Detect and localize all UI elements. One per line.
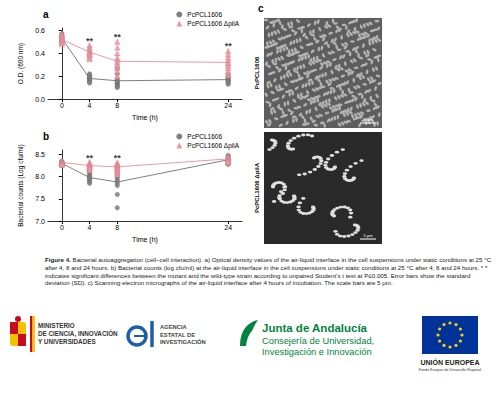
svg-text:8: 8 (115, 102, 119, 109)
html-text:Figure 4. Bacterial autoaggreg: Figure 4. Bacterial autoaggregation (cel… (45, 256, 492, 287)
svg-text:8: 8 (115, 224, 119, 231)
svg-text:7.0: 7.0 (35, 218, 45, 225)
svg-text:8.0: 8.0 (35, 173, 45, 180)
svg-text:PcPCL1606 ΔpilA: PcPCL1606 ΔpilA (187, 142, 239, 150)
svg-text:PcPCL1606 ΔpilA: PcPCL1606 ΔpilA (187, 20, 239, 28)
svg-text:5 μm: 5 μm (364, 117, 374, 122)
svg-text:4: 4 (88, 102, 92, 109)
svg-text:O.D. (600 nm): O.D. (600 nm) (17, 43, 25, 84)
svg-text:0.0: 0.0 (35, 96, 45, 103)
svg-text:**: ** (86, 153, 94, 163)
svg-text:24: 24 (224, 102, 232, 109)
svg-text:Y UNIVERSIDADES: Y UNIVERSIDADES (38, 338, 96, 345)
svg-text:0: 0 (60, 224, 64, 231)
svg-text:**: ** (114, 32, 122, 42)
svg-text:Consejería de Universidad,: Consejería de Universidad, (262, 336, 374, 346)
svg-text:AGENCIA: AGENCIA (160, 324, 188, 330)
svg-text:0: 0 (60, 102, 64, 109)
svg-text:4: 4 (88, 224, 92, 231)
svg-text:MINISTERIO: MINISTERIO (38, 322, 75, 329)
svg-text:DE CIENCIA, INNOVACIÓN: DE CIENCIA, INNOVACIÓN (38, 329, 118, 338)
svg-text:b: b (43, 131, 49, 142)
svg-text:8.5: 8.5 (35, 151, 45, 158)
svg-text:UNIÓN EUROPEA: UNIÓN EUROPEA (420, 358, 479, 366)
svg-text:0.6: 0.6 (35, 27, 45, 34)
svg-text:0.2: 0.2 (35, 73, 45, 80)
svg-text:Time (h): Time (h) (132, 114, 158, 122)
svg-text:PcPCL1606 ΔpilA: PcPCL1606 ΔpilA (254, 162, 260, 213)
svg-text:c: c (258, 3, 264, 14)
svg-text:INVESTIGACIÓN: INVESTIGACIÓN (160, 338, 206, 345)
svg-text:PcPCL1606: PcPCL1606 (187, 133, 222, 140)
svg-text:Bacterial counts (Log cfu/ml): Bacterial counts (Log cfu/ml) (17, 144, 25, 226)
svg-text:ESTATAL DE: ESTATAL DE (160, 332, 195, 338)
svg-text:PcPCL1606: PcPCL1606 (254, 56, 260, 89)
svg-text:Junta de Andalucía: Junta de Andalucía (262, 322, 368, 334)
svg-text:**: ** (225, 41, 233, 51)
svg-text:**: ** (114, 153, 122, 163)
svg-text:0.4: 0.4 (35, 50, 45, 57)
svg-text:24: 24 (224, 224, 232, 231)
svg-text:Fondo Europeo de Desarrollo Re: Fondo Europeo de Desarrollo Regional (419, 368, 482, 372)
svg-text:Investigación e Innovación: Investigación e Innovación (262, 347, 372, 357)
svg-text:Time (h): Time (h) (132, 236, 158, 244)
svg-text:PcPCL1606: PcPCL1606 (187, 11, 222, 18)
svg-text:7.5: 7.5 (35, 195, 45, 202)
svg-text:a: a (43, 9, 49, 20)
svg-text:5 μm: 5 μm (364, 233, 374, 238)
svg-text:**: ** (86, 36, 94, 46)
